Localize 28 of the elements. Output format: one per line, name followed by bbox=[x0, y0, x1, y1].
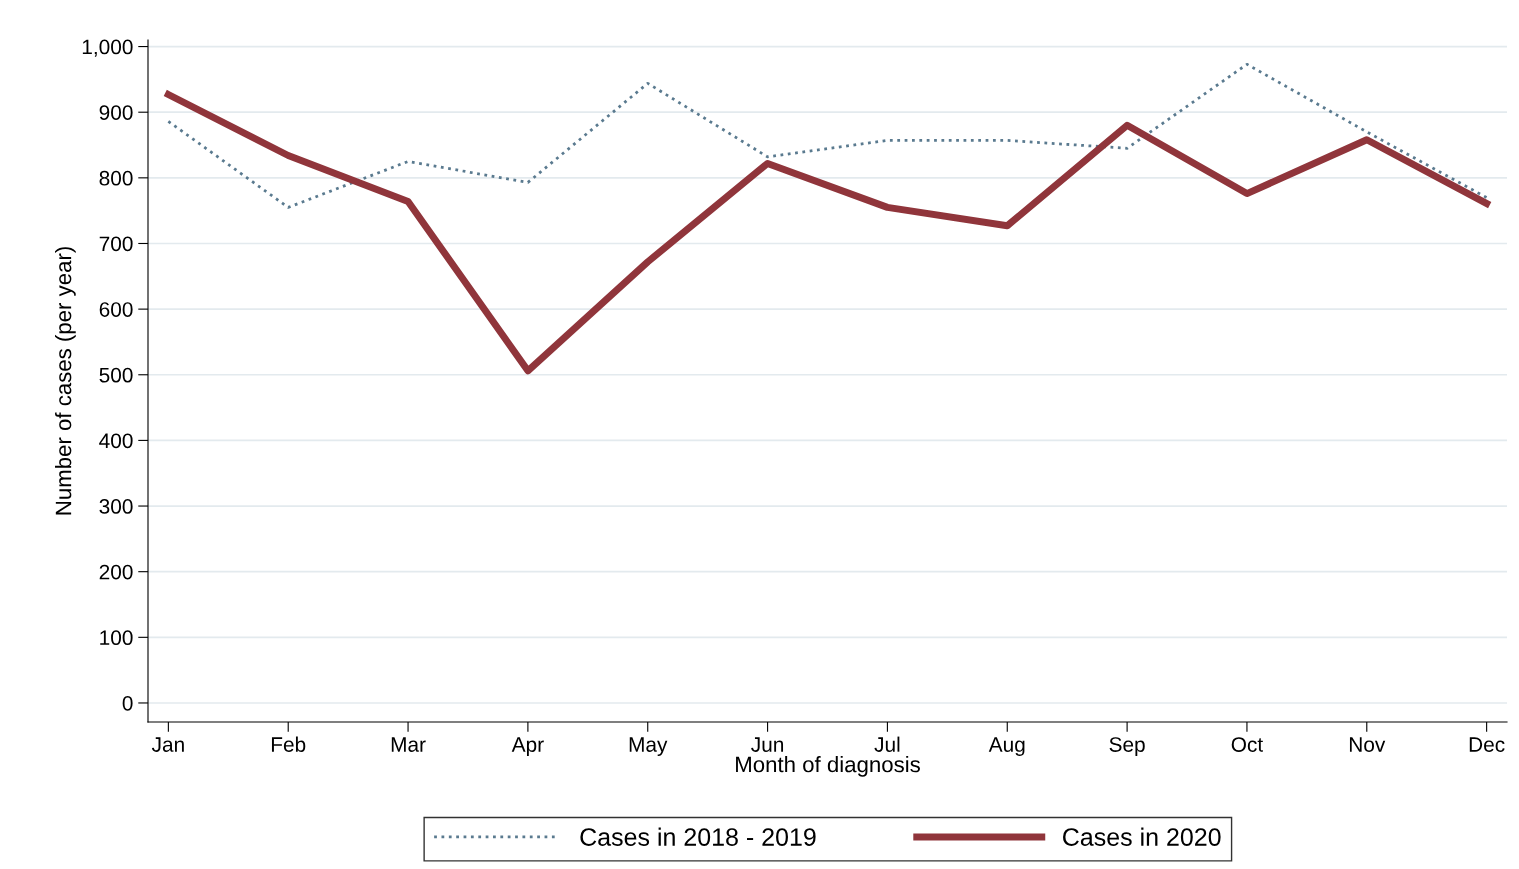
x-tick-label: Sep bbox=[1109, 737, 1145, 756]
legend-label: Cases in 2020 bbox=[1063, 827, 1221, 846]
legend-label: Cases in 2018 - 2019 bbox=[580, 827, 816, 846]
x-tick-label: May bbox=[629, 737, 668, 756]
line-series bbox=[166, 62, 1489, 209]
y-tick-label: 300 bbox=[99, 499, 133, 514]
y-tick-label: 200 bbox=[99, 564, 133, 580]
x-tick-label: Dec bbox=[1469, 737, 1505, 752]
x-tick-label: Feb bbox=[271, 736, 306, 752]
x-tick-label: Jun bbox=[751, 737, 784, 752]
x-axis-title: Month of diagnosis bbox=[736, 756, 920, 777]
y-axis-title: Number of cases (per year) bbox=[55, 247, 76, 515]
y-tick-label: 400 bbox=[99, 433, 133, 449]
x-tick-label: Aug bbox=[988, 737, 1025, 756]
x-tick-label: Nov bbox=[1349, 737, 1386, 752]
y-tick-label: 100 bbox=[100, 630, 133, 646]
y-tick-label: 800 bbox=[99, 170, 133, 186]
x-tick-label: Apr bbox=[511, 737, 544, 756]
y-tick-label: 900 bbox=[99, 105, 133, 120]
x-tick-label: Jul bbox=[874, 736, 900, 752]
y-tick-label: 500 bbox=[99, 367, 133, 383]
y-tick-label: 600 bbox=[99, 302, 133, 317]
y-tick-label: 1,000 bbox=[82, 39, 133, 57]
x-tick-label: Jan bbox=[151, 737, 184, 752]
x-tick-label: Mar bbox=[391, 737, 426, 752]
x-tick-label: Oct bbox=[1231, 737, 1263, 752]
y-tick-label: 0 bbox=[122, 695, 133, 711]
y-tick-label: 700 bbox=[99, 236, 133, 252]
